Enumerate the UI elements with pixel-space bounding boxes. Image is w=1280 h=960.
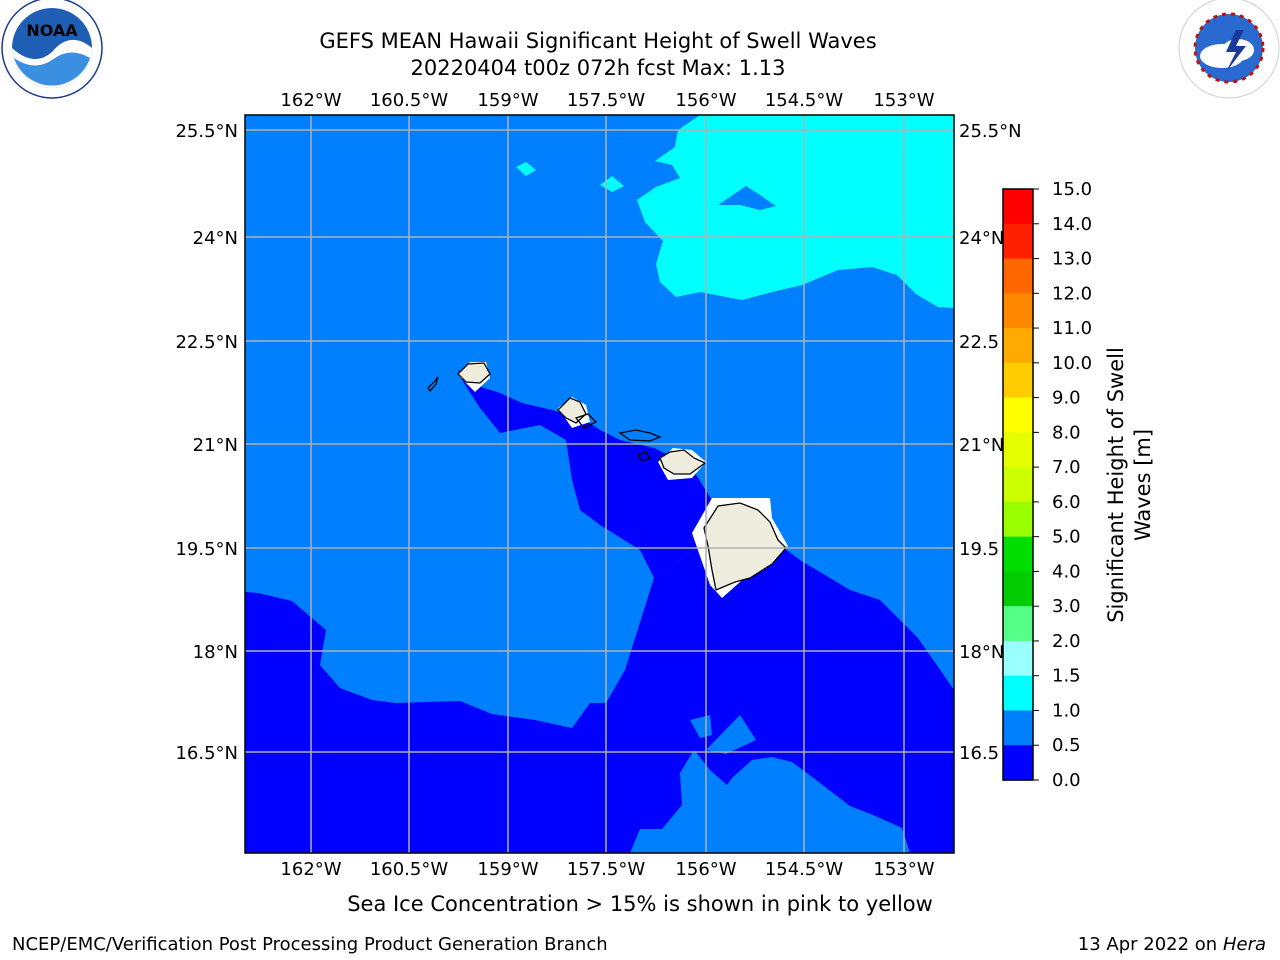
- colorbar-label-line1: Significant Height of Swell: [1104, 347, 1128, 623]
- sea-ice-note: Sea Ice Concentration > 15% is shown in …: [347, 892, 933, 916]
- colorbar-segment: [1003, 710, 1033, 746]
- longitude-label: 160.5°W: [370, 90, 449, 111]
- latitude-label: 19.5: [959, 539, 999, 560]
- latitude-label: 16.5: [959, 743, 999, 764]
- colorbar-segment: [1003, 362, 1033, 399]
- colorbar-segment: [1003, 606, 1033, 642]
- island-kauai: [457, 362, 491, 384]
- swell-band-1-0-1-5: [637, 115, 954, 308]
- colorbar-label-line2: Waves [m]: [1131, 429, 1155, 541]
- map-area: [245, 115, 954, 853]
- swell-band-0-0-5-island-chain: [458, 370, 954, 853]
- colorbar-segment: [1003, 536, 1033, 573]
- colorbar-tick-labels: 15.0 14.0 13.0 12.0 11.0 10.0 9.0 8.0 7.0 6.0 5.0 4…: [1033, 179, 1092, 791]
- latitude-label: 25.5°N: [959, 121, 1022, 142]
- colorbar-tick-label: 12.0: [1052, 283, 1092, 304]
- colorbar-segment: [1003, 640, 1033, 677]
- latitude-label: 18°N: [959, 642, 1004, 663]
- latitude-labels-right: 25.5°N 24°N 22.5 21°N 19.5 18°N 16.5: [959, 121, 1022, 764]
- colorbar-tick-label: 8.0: [1052, 422, 1081, 443]
- latitude-label: 21°N: [959, 435, 1004, 456]
- colorbar-segment: [1003, 467, 1033, 503]
- noaa-logo-text: NOAA: [26, 21, 78, 40]
- island-maui: [659, 449, 707, 475]
- longitude-label: 156°W: [675, 859, 736, 880]
- machine-name: Hera: [1223, 934, 1266, 955]
- generation-date-prefix: 13 Apr 2022 on: [1078, 934, 1223, 955]
- longitude-label: 154.5°W: [765, 90, 844, 111]
- island-lanai-outline: [637, 451, 651, 462]
- colorbar-tick-label: 15.0: [1052, 179, 1092, 200]
- island-molokai-outline: [618, 429, 662, 442]
- colorbar-segment: [1003, 501, 1033, 538]
- colorbar-segment: [1003, 745, 1033, 781]
- generation-date: 13 Apr 2022 on Hera: [1078, 934, 1266, 955]
- colorbar-tick-label: 7.0: [1052, 457, 1081, 478]
- longitude-label: 157.5°W: [567, 90, 646, 111]
- colorbar-tick-label: 0.0: [1052, 770, 1081, 791]
- island-oahu-outline: [574, 413, 598, 429]
- nws-logo: [1178, 0, 1280, 99]
- map-gridlines: [245, 115, 954, 853]
- colorbar-tick-label: 0.5: [1052, 735, 1081, 756]
- longitude-label: 157.5°W: [567, 859, 646, 880]
- land-masses: [427, 362, 788, 598]
- colorbar-segment: [1003, 223, 1033, 260]
- latitude-label: 22.5°N: [175, 332, 238, 353]
- latitude-label: 16.5°N: [175, 743, 238, 764]
- longitude-label: 156°W: [675, 90, 736, 111]
- longitude-label: 162°W: [280, 859, 341, 880]
- latitude-label: 24°N: [959, 228, 1004, 249]
- colorbar-tick-label: 3.0: [1052, 596, 1081, 617]
- longitude-label: 159°W: [477, 859, 538, 880]
- map-frame: [244, 114, 955, 854]
- latitude-label: 19.5°N: [175, 539, 238, 560]
- longitude-labels-top: 162°W 160.5°W 159°W 157.5°W 156°W 154.5°W 153°…: [280, 90, 934, 111]
- colorbar-segment: [1003, 328, 1033, 364]
- colorbar-segment: [1003, 258, 1033, 294]
- latitude-label: 21°N: [193, 435, 238, 456]
- longitude-label: 154.5°W: [765, 859, 844, 880]
- colorbar-segment: [1003, 675, 1033, 712]
- branch-credit: NCEP/EMC/Verification Post Processing Pr…: [12, 934, 608, 955]
- longitude-label: 162°W: [280, 90, 341, 111]
- colorbar-segment: [1003, 432, 1033, 468]
- swell-band-0-0-5-southwest: [245, 546, 954, 853]
- latitude-labels-left: 25.5°N 24°N 22.5°N 21°N 19.5°N 18°N 16.5°N: [175, 121, 238, 764]
- latitude-label: 24°N: [193, 228, 238, 249]
- colorbar-tick-label: 6.0: [1052, 492, 1081, 513]
- island-niihau-outline: [427, 376, 439, 393]
- colorbar-tick-label: 2.0: [1052, 631, 1081, 652]
- latitude-label: 22.5: [959, 332, 999, 353]
- island-hawaii: [703, 502, 787, 591]
- latitude-label: 25.5°N: [175, 121, 238, 142]
- colorbar: [1002, 188, 1034, 781]
- colorbar-tick-label: 11.0: [1052, 318, 1092, 339]
- swell-band-0-5-1-0-patch: [706, 715, 756, 754]
- latitude-label: 18°N: [193, 642, 238, 663]
- swell-band-1-0-1-5-patch: [516, 162, 536, 176]
- colorbar-segment: [1003, 397, 1033, 433]
- colorbar-tick-label: 9.0: [1052, 388, 1081, 409]
- noaa-logo: NOAA: [1, 0, 103, 99]
- colorbar-tick-label: 5.0: [1052, 527, 1081, 548]
- longitude-label: 159°W: [477, 90, 538, 111]
- colorbar-tick-label: 14.0: [1052, 214, 1092, 235]
- colorbar-tick-label: 4.0: [1052, 561, 1081, 582]
- swell-band-0-5-1-0-patch: [718, 186, 776, 210]
- longitude-label: 160.5°W: [370, 859, 449, 880]
- chart-title-line2: 20220404 t00z 072h fcst Max: 1.13: [411, 56, 786, 80]
- colorbar-tick-label: 13.0: [1052, 249, 1092, 270]
- longitude-labels-bottom: 162°W 160.5°W 159°W 157.5°W 156°W 154.5°W 153°…: [280, 859, 934, 880]
- longitude-label: 153°W: [873, 859, 934, 880]
- longitude-label: 153°W: [873, 90, 934, 111]
- colorbar-tick-label: 1.5: [1052, 666, 1081, 687]
- colorbar-frame: [1002, 188, 1034, 781]
- colorbar-segment: [1003, 189, 1033, 225]
- chart-title-line1: GEFS MEAN Hawaii Significant Height of S…: [319, 29, 876, 53]
- colorbar-tick-label: 1.0: [1052, 700, 1081, 721]
- colorbar-tick-label: 10.0: [1052, 353, 1092, 374]
- colorbar-segment: [1003, 293, 1033, 329]
- colorbar-segment: [1003, 571, 1033, 607]
